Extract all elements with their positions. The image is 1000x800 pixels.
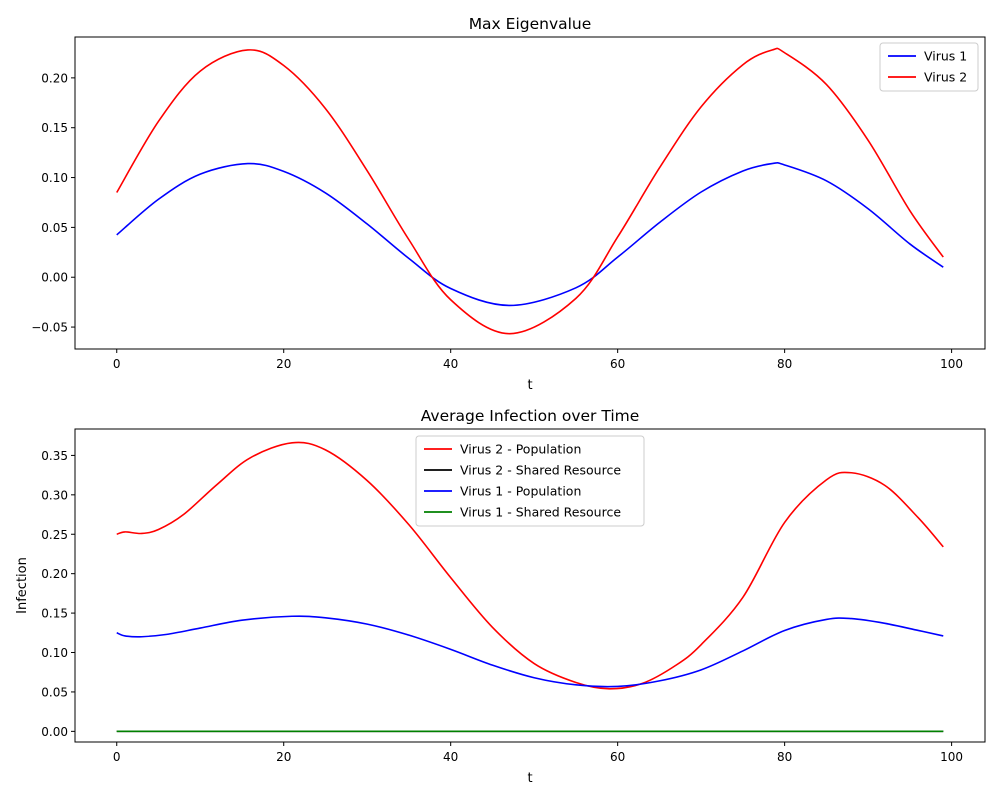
- legend-entry: Virus 2 - Shared Resource: [460, 463, 621, 478]
- x-tick-label: 40: [443, 750, 458, 764]
- axes-frame: [74, 428, 986, 743]
- y-tick-label: 0.25: [41, 528, 68, 542]
- y-tick-label: 0.35: [41, 449, 68, 463]
- series-line-2: [116, 47, 944, 335]
- legend-entry: Virus 2 - Population: [460, 442, 581, 457]
- x-tick-label: 20: [276, 357, 291, 371]
- chart-title: Max Eigenvalue: [469, 15, 592, 33]
- x-tick-label: 40: [443, 357, 458, 371]
- legend: Virus 1 Virus 2: [879, 42, 979, 92]
- x-tick-label: 0: [113, 750, 121, 764]
- chart-panel-2: Average Infection over Time 0 20 40 60 80 100 0…: [15, 407, 986, 786]
- x-tick-label: 20: [276, 750, 291, 764]
- legend-box: [879, 42, 979, 92]
- chart-panel-1: Max Eigenvalue 0 20 40 60 80 100 −0.05 0.00 0.05 0…: [31, 15, 986, 393]
- y-tick-label: 0.20: [41, 71, 68, 85]
- x-axis-label: t: [527, 378, 532, 393]
- legend-entry: Virus 1 - Shared Resource: [460, 505, 621, 520]
- legend: Virus 2 - Population Virus 2 - Shared Res…: [415, 435, 645, 527]
- y-tick-label: −0.05: [31, 321, 68, 335]
- y-tick-label: 0.00: [41, 725, 68, 739]
- x-tick-label: 60: [610, 357, 625, 371]
- x-tick-label: 100: [940, 750, 963, 764]
- legend-entry: Virus 1 - Population: [460, 484, 581, 499]
- x-tick-label: 80: [777, 750, 792, 764]
- y-axis-label: Infection: [15, 557, 30, 614]
- series-line-3: [116, 615, 944, 688]
- y-tick-label: 0.10: [41, 646, 68, 660]
- x-tick-label: 100: [940, 357, 963, 371]
- y-tick-label: 0.00: [41, 271, 68, 285]
- series-line-1: [116, 441, 944, 690]
- y-tick-label: 0.15: [41, 607, 68, 621]
- x-axis-label: t: [527, 771, 532, 786]
- legend-box: [415, 435, 645, 527]
- y-tick-label: 0.20: [41, 567, 68, 581]
- x-tick-label: 60: [610, 750, 625, 764]
- axes-frame: [74, 36, 986, 350]
- chart-title: Average Infection over Time: [421, 407, 640, 425]
- series-line-1: [116, 162, 944, 307]
- legend-entry: Virus 1: [924, 49, 967, 64]
- y-tick-label: 0.15: [41, 121, 68, 135]
- y-tick-label: 0.10: [41, 171, 68, 185]
- x-tick-label: 80: [777, 357, 792, 371]
- legend-entry: Virus 2: [924, 70, 967, 85]
- y-tick-label: 0.30: [41, 488, 68, 502]
- y-tick-label: 0.05: [41, 685, 68, 699]
- x-tick-label: 0: [113, 357, 121, 371]
- y-tick-label: 0.05: [41, 221, 68, 235]
